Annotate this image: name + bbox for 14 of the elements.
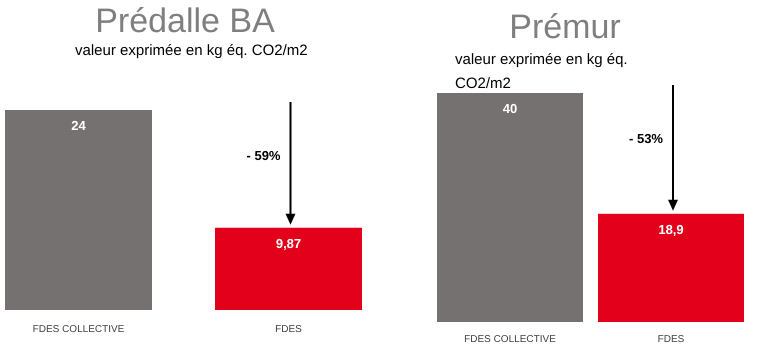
chart-subtitle: valeur exprimée en kg éq. CO2/m2 [455,51,628,92]
data-label: 40 [502,101,518,116]
annotation: - 59% [246,148,281,163]
data-label: 24 [71,118,86,133]
chart-subtitle: valeur exprimée en kg éq. CO2/m2 [75,42,308,59]
x-tick-label: FDES [275,324,302,335]
chart-title: Prédalle BA [95,2,276,40]
x-tick-label: FDES COLLECTIVE [32,324,125,335]
x-tick-label: FDES [658,334,685,345]
x-tick-label: FDES COLLECTIVE [464,334,556,345]
data-label: 18,9 [658,222,684,237]
chart-title: Prémur [509,8,621,46]
data-label: 9,87 [276,236,302,251]
annotation: - 53% [629,131,664,146]
